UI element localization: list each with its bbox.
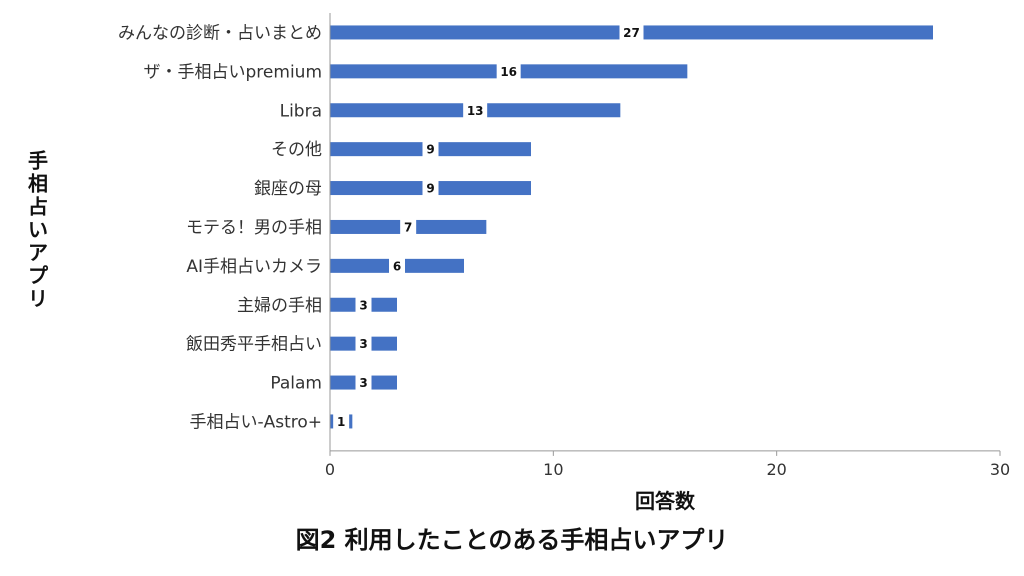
data-label-background (355, 373, 372, 392)
data-label: 9 (426, 182, 434, 196)
data-label: 16 (500, 65, 517, 79)
data-label-background (355, 334, 372, 353)
category-label: 主婦の手相 (237, 296, 322, 316)
category-label: その他 (271, 140, 322, 160)
data-labels: 27 16 13 9 9 7 6 3 3 3 1 (333, 23, 644, 431)
data-label: 3 (359, 298, 367, 312)
category-label: 銀座の母 (254, 179, 322, 199)
data-label-background (333, 412, 350, 431)
category-label: Palam (270, 374, 322, 394)
category-label: 飯田秀平手相占い (186, 335, 322, 355)
category-label: 手相占い-Astro+ (189, 412, 322, 432)
category-label: AI手相占いカメラ (186, 257, 322, 277)
y-axis-title: 手相占いアプリ (28, 148, 49, 310)
data-label-background (422, 140, 439, 159)
data-label-background (619, 23, 644, 42)
data-label-background (496, 62, 521, 81)
x-tick-label: 0 (325, 460, 335, 479)
data-label: 9 (426, 143, 434, 157)
category-label: Libra (280, 101, 322, 121)
x-tick-label: 10 (543, 460, 563, 479)
data-label-background (355, 295, 372, 314)
data-label: 3 (359, 376, 367, 390)
data-label-background (422, 179, 439, 198)
data-label-background (400, 217, 417, 236)
figure-caption: 図2 利用したことのある手相占いアプリ (295, 526, 729, 554)
data-label: 13 (467, 104, 484, 118)
category-label: モテる！男の手相 (186, 218, 322, 238)
data-label: 6 (393, 259, 401, 273)
bars (330, 25, 933, 429)
data-label-background (463, 101, 488, 120)
category-label: みんなの診断・占いまとめ (118, 23, 322, 43)
x-axis-ticks: 0 10 20 30 (325, 450, 1010, 479)
data-label-background (389, 256, 405, 275)
data-label: 27 (623, 26, 640, 40)
data-label: 1 (337, 415, 345, 429)
data-label: 3 (359, 337, 367, 351)
x-tick-label: 30 (990, 460, 1010, 479)
x-axis-title: 回答数 (635, 489, 696, 513)
category-label: ザ・手相占いpremium (144, 62, 322, 82)
data-label: 7 (404, 220, 412, 234)
x-tick-label: 20 (766, 460, 786, 479)
